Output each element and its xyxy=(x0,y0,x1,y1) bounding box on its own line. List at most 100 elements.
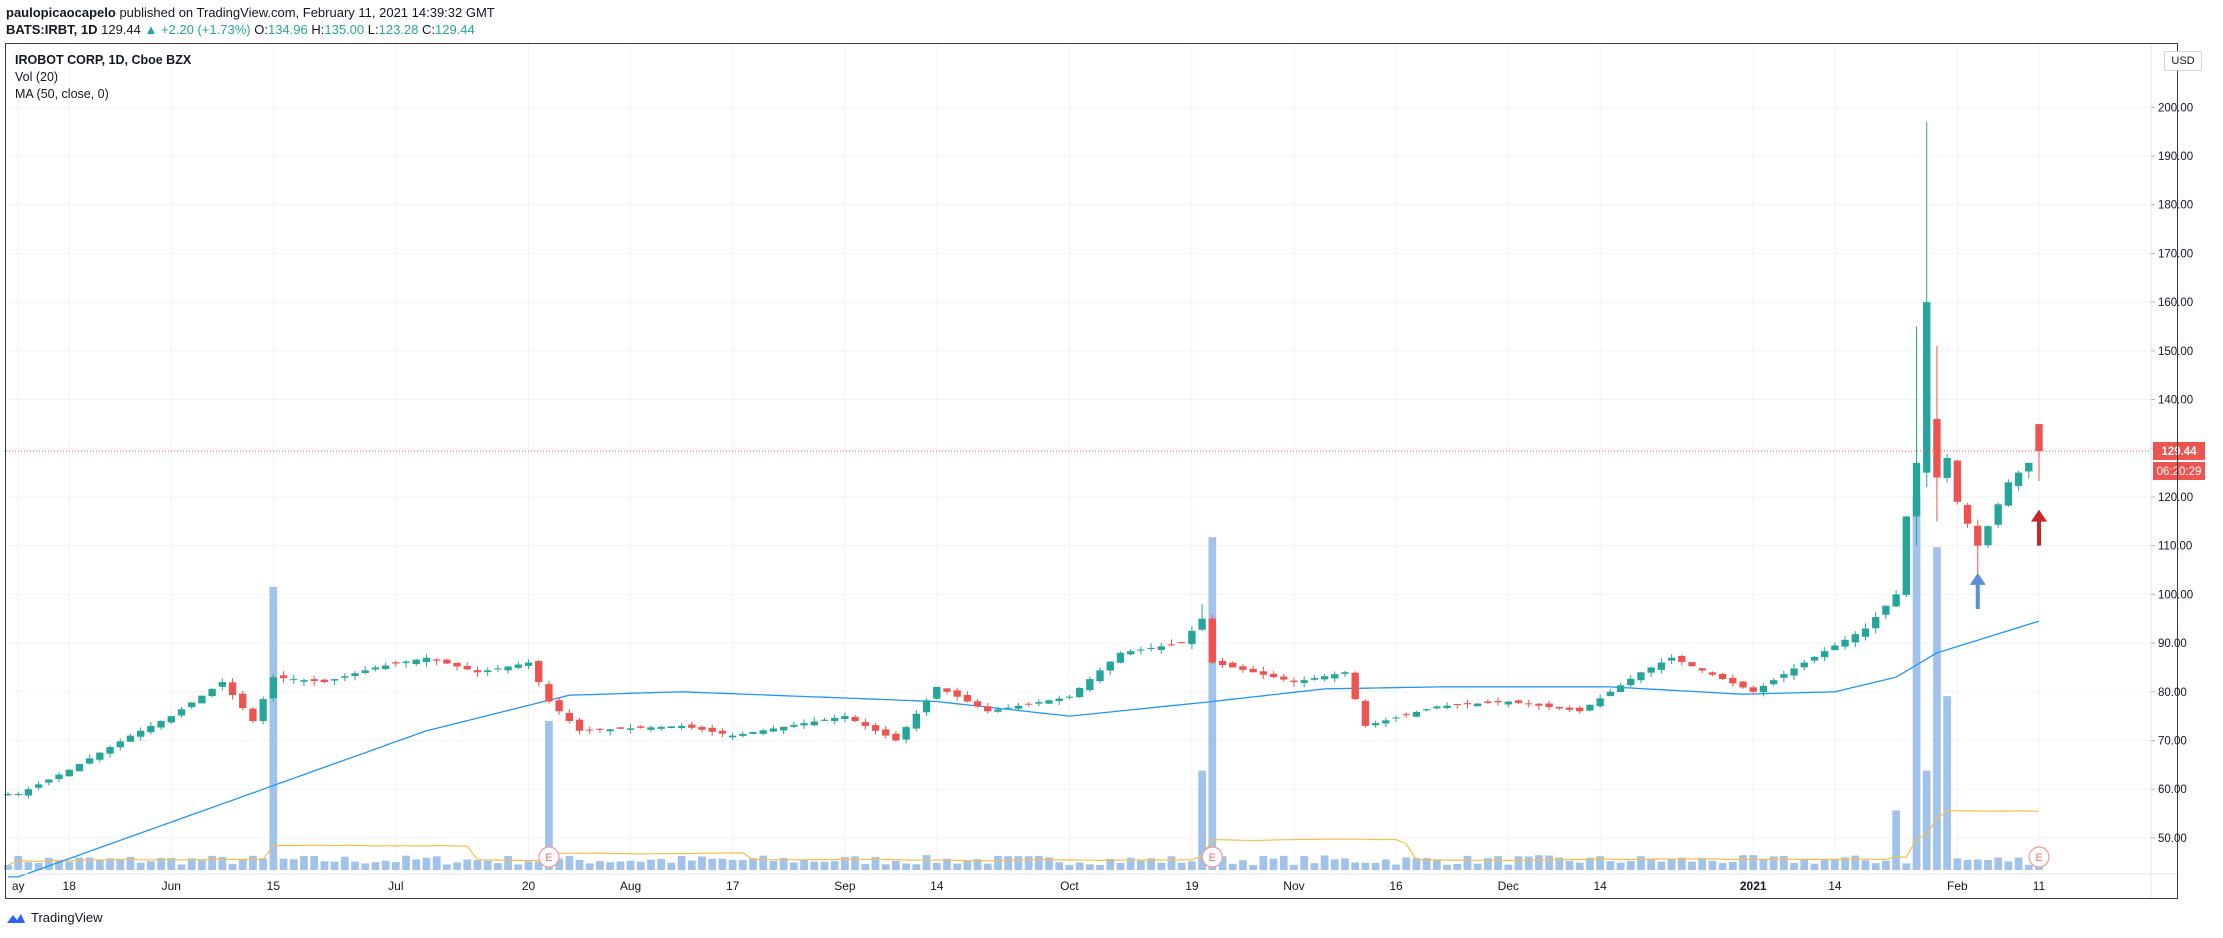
volume-bar xyxy=(483,860,492,870)
volume-bar xyxy=(1504,864,1513,870)
candle-body xyxy=(524,662,533,666)
volume-bar xyxy=(1718,863,1727,870)
x-tick-label-9: 14 xyxy=(930,879,944,893)
volume-bar xyxy=(687,860,696,870)
volume-bar xyxy=(1463,855,1472,870)
candle-body xyxy=(432,659,441,661)
tradingview-brand[interactable]: TradingView xyxy=(6,910,103,925)
candle-body xyxy=(1780,674,1788,678)
volume-bar xyxy=(677,856,686,870)
volume-bar xyxy=(1677,857,1686,870)
candle-body xyxy=(402,661,410,664)
candle-body xyxy=(994,709,1002,712)
open-label: O: xyxy=(254,22,268,37)
candle-body xyxy=(1678,655,1686,662)
volume-bar xyxy=(667,862,676,870)
currency-button[interactable]: USD xyxy=(2164,51,2202,71)
candle-body xyxy=(1351,672,1359,700)
volume-bar xyxy=(881,864,890,870)
candle-body xyxy=(1943,458,1951,478)
volume-bar xyxy=(973,859,982,870)
volume-bar xyxy=(994,855,1002,870)
y-tick-label-12: 170.00 xyxy=(2158,248,2193,260)
volume-bar xyxy=(1045,857,1053,870)
volume-bar xyxy=(647,859,655,870)
candle-body xyxy=(34,784,43,788)
volume-bar xyxy=(1882,860,1890,870)
volume-bar xyxy=(1473,863,1482,870)
volume-bar xyxy=(1443,864,1451,870)
volume-bar xyxy=(95,859,104,870)
volume-bar xyxy=(249,855,257,870)
candle-body xyxy=(1535,703,1543,706)
volume-bar xyxy=(779,857,788,870)
volume-bar xyxy=(912,864,921,870)
candle-body xyxy=(1137,649,1145,651)
candle-body xyxy=(116,741,124,748)
candle-body xyxy=(1249,668,1257,673)
earnings-marker-1 xyxy=(1201,846,1223,868)
volume-indicator-label[interactable]: Vol (20) xyxy=(15,70,59,84)
candle-body xyxy=(1433,706,1441,709)
candle-body xyxy=(586,729,594,731)
volume-bar xyxy=(55,859,63,870)
volume-bar xyxy=(1004,856,1013,870)
volume-bar xyxy=(1422,857,1431,870)
candle-body xyxy=(851,716,859,722)
volume-bar xyxy=(1157,862,1166,870)
volume-bar xyxy=(289,859,298,870)
candle-body xyxy=(239,693,247,709)
volume-bar xyxy=(1749,855,1758,870)
candle-body xyxy=(1116,652,1125,663)
candle-body xyxy=(1759,685,1768,693)
volume-bar xyxy=(1300,856,1309,870)
volume-bar xyxy=(1984,859,1992,870)
y-tick-label-0: 50.00 xyxy=(2158,833,2187,845)
candle-body xyxy=(841,716,849,720)
volume-bar xyxy=(1841,857,1849,870)
chart-title[interactable]: IROBOT CORP, 1D, Cboe BZX xyxy=(15,53,192,67)
price-badge-label: 129.44 xyxy=(2161,446,2197,458)
candle-body xyxy=(177,709,186,716)
volume-bar xyxy=(1279,855,1288,870)
ma-indicator-label[interactable]: MA (50, close, 0) xyxy=(15,87,109,101)
change-up-icon: ▲ xyxy=(144,22,158,37)
candle-body xyxy=(1290,680,1298,683)
volume-bar xyxy=(453,862,461,870)
candle-body xyxy=(892,733,900,741)
volume-bar xyxy=(1126,857,1135,870)
x-tick-label-19: 11 xyxy=(2033,879,2046,893)
author-name[interactable]: paulopicaocapelo xyxy=(6,5,116,20)
volume-bar xyxy=(1361,862,1370,870)
candle-body xyxy=(1933,419,1941,478)
candle-body xyxy=(1718,673,1727,680)
volume-bar xyxy=(279,858,288,870)
volume-bar xyxy=(749,858,757,870)
volume-bar xyxy=(1994,857,2003,870)
candle-body xyxy=(1494,700,1502,703)
volume-bar xyxy=(1106,858,1115,870)
candle-body xyxy=(96,752,104,760)
candle-body xyxy=(902,727,910,740)
candle-body xyxy=(1157,646,1165,650)
candle-body xyxy=(320,679,329,683)
candle-body xyxy=(351,673,359,677)
candle-body xyxy=(708,727,716,732)
candle-body xyxy=(943,688,951,692)
candle-body xyxy=(137,730,145,737)
arrow-up-icon-1 xyxy=(2031,509,2047,522)
candle-body xyxy=(24,789,33,796)
volume-bar xyxy=(1024,856,1033,870)
volume-bar xyxy=(167,858,176,870)
chart-pane-border xyxy=(5,43,2178,899)
volume-bar xyxy=(1402,857,1411,870)
change-value: +2.20 (+1.73%) xyxy=(161,22,251,37)
candle-body xyxy=(290,679,298,681)
volume-bar xyxy=(1259,855,1268,870)
candle-body xyxy=(1769,680,1778,685)
candle-body xyxy=(1075,687,1084,698)
volume-bar xyxy=(1943,696,1952,870)
x-tick-label-3: 15 xyxy=(267,879,281,893)
volume-bar xyxy=(402,855,410,870)
